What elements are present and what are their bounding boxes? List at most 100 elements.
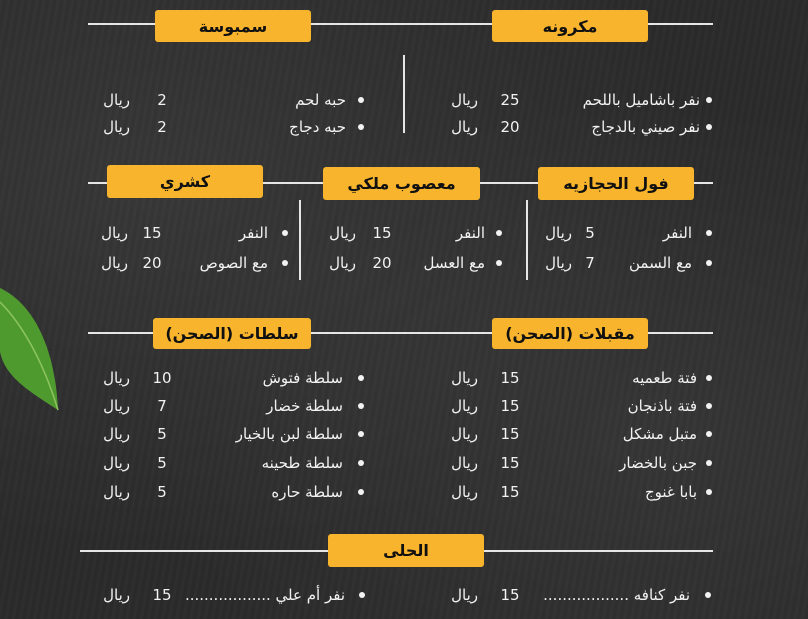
menu-item-price: 5	[157, 483, 167, 501]
menu-item-name: نفر أم علي ..................	[184, 586, 345, 604]
menu-item-name: جبن بالخضار	[619, 454, 697, 472]
menu-item-name: فتة طعميه	[632, 369, 697, 387]
menu-item-currency: ريال	[451, 483, 478, 501]
menu-item-currency: ريال	[545, 224, 572, 242]
menu-item-currency: ريال	[451, 425, 478, 443]
menu-item-currency: ريال	[329, 254, 356, 272]
menu-item-name: سلطة طحينه	[261, 454, 343, 472]
menu-item-price: 7	[585, 254, 595, 272]
menu-item-currency: ريال	[103, 118, 130, 136]
menu-item-price: 15	[372, 224, 392, 242]
menu-item-name: سلطة خضار	[266, 397, 343, 415]
column-divider	[526, 200, 528, 280]
menu-item-currency: ريال	[103, 91, 130, 109]
menu-item-name: النفر	[455, 224, 485, 242]
menu-item-currency: ريال	[103, 483, 130, 501]
column-divider	[299, 200, 301, 280]
divider-line	[88, 23, 713, 25]
menu-item-price: 20	[500, 118, 520, 136]
bullet-icon	[706, 460, 712, 466]
bullet-icon	[706, 375, 712, 381]
menu-item-name: حبه لحم	[295, 91, 346, 109]
menu-item-name: مع الصوص	[199, 254, 268, 272]
menu-item-currency: ريال	[103, 369, 130, 387]
section-title-badge: سلطات (الصحن)	[153, 318, 311, 349]
bullet-icon	[706, 124, 712, 130]
bullet-icon	[706, 431, 712, 437]
bullet-icon	[359, 592, 365, 598]
menu-item-price: 15	[500, 483, 520, 501]
menu-item-name: نفر صيني بالدجاج	[591, 118, 700, 136]
menu-item-price: 2	[157, 118, 167, 136]
bullet-icon	[358, 489, 364, 495]
menu-item-currency: ريال	[329, 224, 356, 242]
menu-item-price: 20	[142, 254, 162, 272]
menu-item-name: بابا غنوج	[644, 483, 697, 501]
menu-item-currency: ريال	[451, 369, 478, 387]
menu-item-name: سلطة حاره	[271, 483, 343, 501]
bullet-icon	[358, 431, 364, 437]
column-divider	[403, 55, 405, 133]
menu-item-price: 5	[157, 425, 167, 443]
bullet-icon	[706, 230, 712, 236]
section-title-badge: سمبوسة	[155, 10, 311, 42]
bullet-icon	[358, 124, 364, 130]
bullet-icon	[706, 97, 712, 103]
menu-item-name: النفر	[662, 224, 692, 242]
section-title-badge: مقبلات (الصحن)	[492, 318, 648, 349]
section-title-badge: مكرونه	[492, 10, 648, 42]
divider-line	[88, 332, 713, 334]
menu-item-currency: ريال	[103, 425, 130, 443]
menu-item-price: 15	[500, 454, 520, 472]
bullet-icon	[358, 375, 364, 381]
menu-item-price: 2	[157, 91, 167, 109]
menu-item-name: مع العسل	[423, 254, 485, 272]
bullet-icon	[705, 592, 711, 598]
menu-item-price: 10	[152, 369, 172, 387]
menu-item-price: 15	[500, 397, 520, 415]
menu-item-name: متبل مشكل	[622, 425, 697, 443]
menu-item-name: حبه دجاج	[289, 118, 346, 136]
bullet-icon	[706, 489, 712, 495]
bullet-icon	[706, 260, 712, 266]
menu-item-price: 15	[500, 425, 520, 443]
leaf-icon	[0, 288, 59, 411]
menu-item-currency: ريال	[103, 454, 130, 472]
menu-item-price: 15	[500, 586, 520, 604]
menu-item-name: نفر كنافه ..................	[543, 586, 690, 604]
bullet-icon	[358, 97, 364, 103]
menu-item-name: مع السمن	[629, 254, 692, 272]
bullet-icon	[282, 260, 288, 266]
menu-item-currency: ريال	[103, 397, 130, 415]
section-title-badge: فول الحجازيه	[538, 167, 694, 200]
menu-item-currency: ريال	[451, 454, 478, 472]
menu-item-price: 15	[152, 586, 172, 604]
menu-item-price: 5	[157, 454, 167, 472]
menu-item-name: سلطة لبن بالخيار	[235, 425, 343, 443]
menu-item-price: 7	[157, 397, 167, 415]
bullet-icon	[706, 403, 712, 409]
menu-item-name: النفر	[238, 224, 268, 242]
bullet-icon	[496, 260, 502, 266]
menu-item-price: 15	[500, 369, 520, 387]
menu-item-price: 5	[585, 224, 595, 242]
bullet-icon	[358, 403, 364, 409]
menu-item-currency: ريال	[451, 118, 478, 136]
bullet-icon	[282, 230, 288, 236]
section-title-badge: الحلى	[328, 534, 484, 567]
menu-item-currency: ريال	[451, 397, 478, 415]
menu-item-currency: ريال	[101, 224, 128, 242]
menu-item-currency: ريال	[451, 91, 478, 109]
section-title-badge: كشري	[107, 165, 263, 198]
menu-item-currency: ريال	[451, 586, 478, 604]
menu-item-currency: ريال	[101, 254, 128, 272]
menu-item-price: 20	[372, 254, 392, 272]
menu-item-currency: ريال	[103, 586, 130, 604]
bullet-icon	[358, 460, 364, 466]
menu-item-name: فتة باذنجان	[627, 397, 697, 415]
bullet-icon	[496, 230, 502, 236]
menu-item-name: سلطة فتوش	[262, 369, 343, 387]
menu-item-price: 25	[500, 91, 520, 109]
menu-item-currency: ريال	[545, 254, 572, 272]
menu-item-name: نفر باشاميل باللحم	[582, 91, 700, 109]
